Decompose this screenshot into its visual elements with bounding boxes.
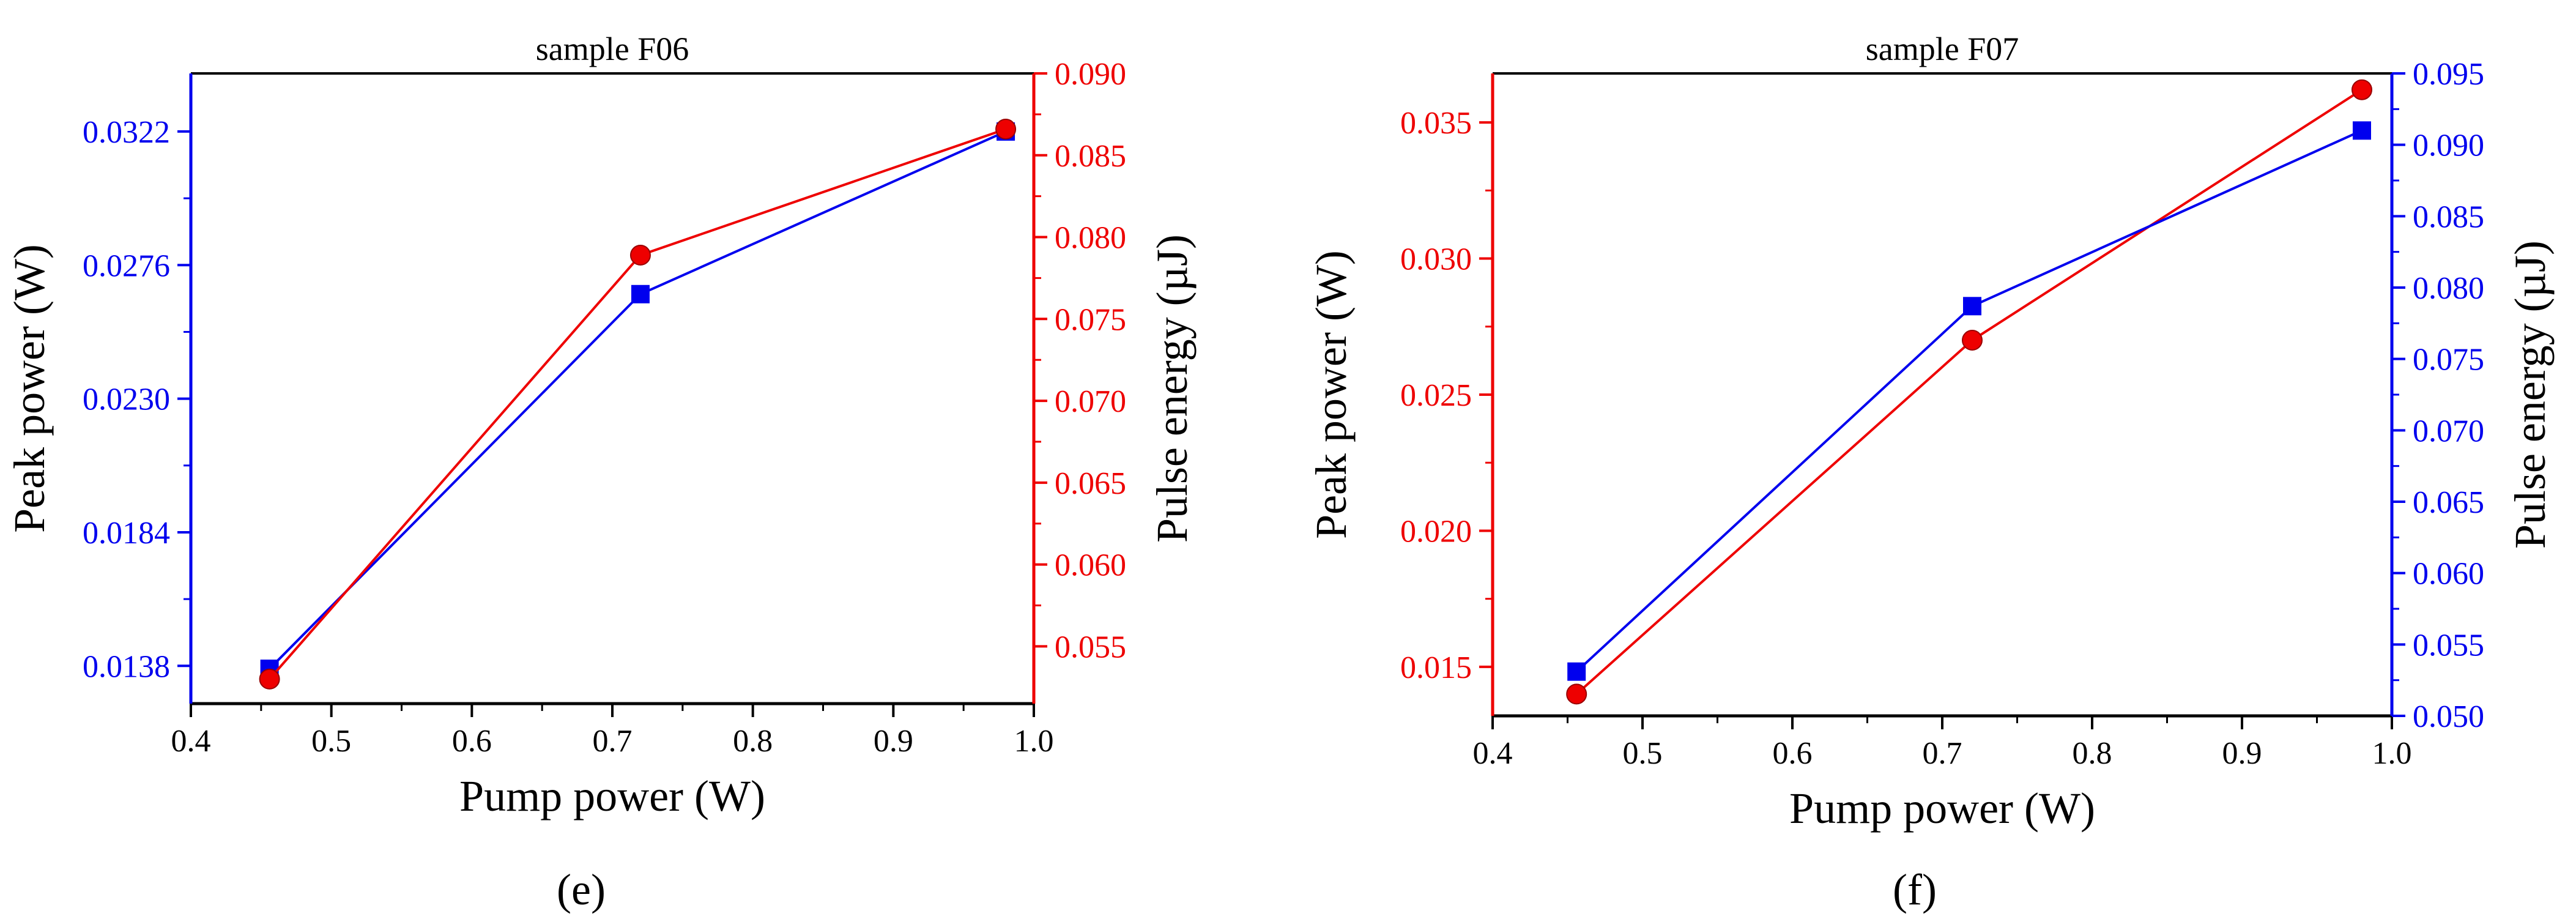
series-line-peak-power (269, 130, 1006, 670)
y-right-tick-label: 0.095 (2413, 57, 2484, 92)
y-right-tick-label: 0.055 (1055, 630, 1126, 664)
y-left-tick-label: 0.025 (1400, 378, 1472, 413)
x-tick-label: 0.4 (171, 724, 211, 759)
chart-panel-e: sample F06 0.4 0.5 0.6 0.7 0.8 0.9 1.0 0.0138 0.0… (5, 31, 1197, 820)
y-right-tick-label: 0.070 (2413, 414, 2484, 448)
x-tick-label: 0.8 (2073, 736, 2112, 771)
x-tick-label: 0.4 (1473, 736, 1513, 771)
data-point-pulse-energy (995, 118, 1017, 140)
x-tick-label: 0.6 (1773, 736, 1813, 771)
y-left-tick-label: 0.0276 (83, 248, 170, 283)
y-right-tick-label: 0.080 (1055, 221, 1126, 256)
x-tick-label: 0.5 (311, 724, 351, 759)
y-right-tick-label: 0.050 (2413, 699, 2484, 734)
y-left-tick-label: 0.030 (1400, 242, 1472, 277)
y-right-tick-label: 0.070 (1055, 384, 1126, 419)
x-tick-label: 0.9 (2222, 736, 2262, 771)
x-tick-label: 0.5 (1623, 736, 1663, 771)
x-tick-label: 0.8 (733, 724, 773, 759)
y-left-tick-label: 0.035 (1400, 106, 1472, 141)
chart-title: sample F07 (1866, 31, 2019, 67)
data-point-pulse-energy (2353, 121, 2371, 140)
x-tick-label: 0.6 (452, 724, 492, 759)
y-right-tick-label: 0.090 (1055, 57, 1126, 92)
data-point-pulse-energy (629, 244, 651, 266)
series-line-pulse-energy (269, 128, 1006, 680)
y-axis-right-label: Pulse energy (µJ) (2506, 240, 2555, 549)
data-point-peak-power (1566, 683, 1587, 705)
caption-f: (f) (1893, 865, 1937, 914)
y-right-tick-label: 0.060 (2413, 557, 2484, 592)
y-right-tick-label: 0.075 (2413, 343, 2484, 378)
data-point-pulse-energy (1567, 662, 1586, 681)
y-axis-left-label: Peak power (W) (1307, 250, 1356, 539)
data-point-peak-power (2351, 79, 2372, 100)
y-left-tick-label: 0.0322 (83, 115, 170, 150)
y-left-tick-label: 0.0138 (83, 649, 170, 684)
y-right-tick-label: 0.055 (2413, 628, 2484, 663)
series-line-peak-power (1575, 89, 2363, 695)
x-tick-label: 1.0 (1014, 724, 1054, 759)
x-tick-label: 0.7 (1923, 736, 1962, 771)
x-axis-label: Pump power (W) (1789, 784, 2095, 833)
y-right-tick-label: 0.085 (1055, 139, 1126, 174)
y-right-tick-label: 0.060 (1055, 548, 1126, 583)
x-axis-label: Pump power (W) (459, 772, 765, 820)
y-left-tick-label: 0.015 (1400, 650, 1472, 685)
y-left-tick-label: 0.020 (1400, 514, 1472, 549)
y-right-tick-label: 0.065 (2413, 485, 2484, 520)
chart-title: sample F06 (536, 31, 689, 67)
x-tick-label: 1.0 (2372, 736, 2412, 771)
data-point-peak-power (631, 285, 650, 303)
x-tick-label: 0.7 (593, 724, 633, 759)
caption-e: (e) (557, 865, 606, 914)
y-right-tick-label: 0.085 (2413, 199, 2484, 234)
data-point-peak-power (1962, 330, 1983, 351)
y-left-tick-label: 0.0230 (83, 382, 170, 417)
series-line-pulse-energy (1575, 129, 2363, 673)
x-tick-label: 0.9 (874, 724, 913, 759)
data-point-pulse-energy (259, 668, 280, 690)
y-axis-right-label: Pulse energy (µJ) (1148, 234, 1197, 543)
y-right-tick-label: 0.065 (1055, 466, 1126, 501)
chart-panel-f: sample F07 0.4 0.5 0.6 0.7 0.8 0.9 1.0 0.015 0.02… (1307, 31, 2555, 833)
y-left-tick-label: 0.0184 (83, 516, 170, 551)
y-right-tick-label: 0.080 (2413, 271, 2484, 306)
data-point-pulse-energy (1963, 297, 1981, 316)
y-right-tick-label: 0.090 (2413, 128, 2484, 163)
y-axis-left-label: Peak power (W) (5, 244, 54, 533)
y-right-tick-label: 0.075 (1055, 302, 1126, 337)
